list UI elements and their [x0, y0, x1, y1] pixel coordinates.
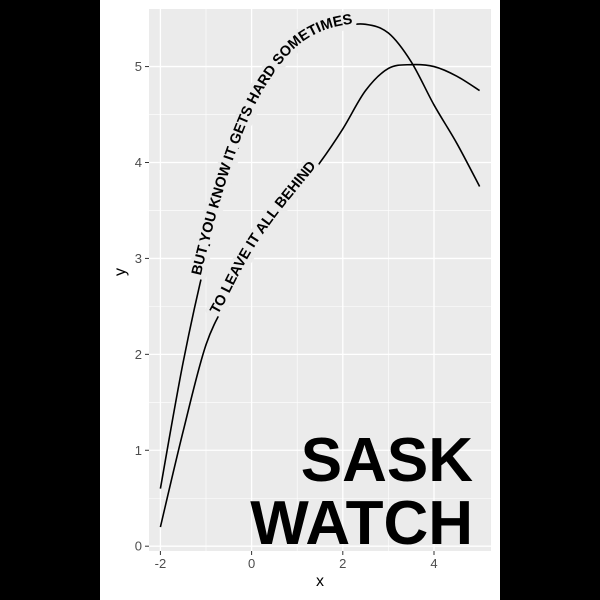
- axis-ticks: [145, 66, 435, 555]
- y-tick-label: 3: [135, 251, 142, 266]
- y-axis-title: y: [112, 268, 129, 276]
- x-tick-label: 2: [339, 556, 346, 571]
- overlay-line-1: SASK: [301, 426, 473, 495]
- series-line-0: [159, 23, 481, 489]
- grid: [149, 9, 491, 551]
- series-line-1: [159, 63, 481, 528]
- series-lines: [159, 23, 481, 528]
- x-tick-label: 0: [248, 556, 255, 571]
- y-tick-label: 5: [135, 59, 142, 74]
- figure: -2 0 2 4 0 1 2 3 4 5 BUT YOU KNOW IT GETS HARD SO…: [100, 0, 500, 600]
- x-tick-label: -2: [155, 556, 167, 571]
- x-tick-label: 4: [430, 556, 437, 571]
- tick-labels: -2 0 2 4 0 1 2 3 4 5: [135, 59, 438, 571]
- x-axis-title: x: [316, 573, 324, 590]
- overlay-line-2: WATCH: [250, 489, 473, 558]
- y-tick-label: 2: [135, 347, 142, 362]
- y-tick-label: 1: [135, 443, 142, 458]
- y-tick-label: 4: [135, 155, 142, 170]
- y-tick-label: 0: [135, 539, 142, 554]
